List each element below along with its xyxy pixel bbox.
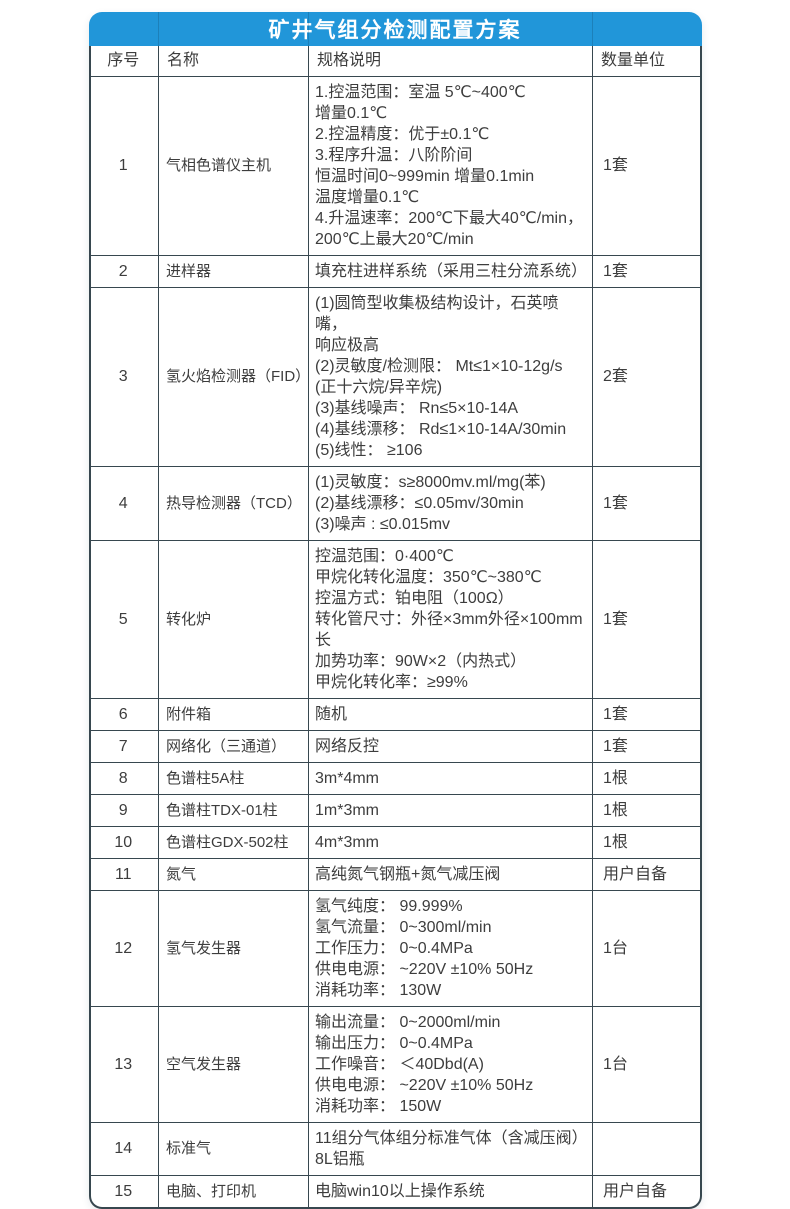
table-row: 4 热导检测器（TCD） (1)灵敏度：s≥8000mv.ml/mg(苯) (2)基… xyxy=(90,465,700,541)
cell-no: 1 xyxy=(90,75,159,256)
column-header-name: 名称 xyxy=(158,46,309,77)
cell-qty: 1台 xyxy=(592,889,700,1007)
cell-qty: 1根 xyxy=(592,761,700,795)
cell-spec: 随机 xyxy=(308,697,593,731)
cell-spec: 4m*3mm xyxy=(308,825,593,859)
header-divider xyxy=(591,12,593,46)
cell-name: 色谱柱5A柱 xyxy=(158,761,309,795)
cell-spec: 1.控温范围：室温 5℃~400℃ 增量0.1℃ 2.控温精度：优于±0.1℃ … xyxy=(308,75,593,256)
header-divider xyxy=(157,12,159,46)
cell-qty: 2套 xyxy=(592,286,700,467)
cell-no: 8 xyxy=(90,761,159,795)
table-head: 序号 名称 规格说明 数量单位 xyxy=(90,46,700,77)
cell-no: 3 xyxy=(90,286,159,467)
cell-name: 热导检测器（TCD） xyxy=(158,465,309,541)
cell-no: 11 xyxy=(90,857,159,891)
cell-no: 14 xyxy=(90,1121,159,1176)
cell-name: 氢火焰检测器（FID） xyxy=(158,286,310,467)
cell-spec: 11组分气体组分标准气体（含减压阀） 8L铝瓶 xyxy=(308,1121,593,1176)
cell-name: 进样器 xyxy=(158,254,309,288)
cell-no: 5 xyxy=(90,539,159,699)
cell-no: 12 xyxy=(90,889,159,1007)
table-row: 9 色谱柱TDX-01柱 1m*3mm 1根 xyxy=(90,793,700,827)
table-wrap: 序号 名称 规格说明 数量单位 1 气相色谱仪主机 1.控温范围：室温 5℃~400… xyxy=(88,46,702,1209)
cell-no: 4 xyxy=(90,465,159,541)
column-header-no: 序号 xyxy=(90,46,159,77)
cell-qty: 1套 xyxy=(592,465,700,541)
table-row: 13 空气发生器 输出流量： 0~2000ml/min 输出压力： 0~0.4MPa… xyxy=(90,1005,700,1123)
table-row: 14 标准气 11组分气体组分标准气体（含减压阀） 8L铝瓶 xyxy=(90,1121,700,1176)
cell-spec: 3m*4mm xyxy=(308,761,593,795)
spec-table: 序号 名称 规格说明 数量单位 1 气相色谱仪主机 1.控温范围：室温 5℃~400… xyxy=(90,46,700,1207)
table-row: 15 电脑、打印机 电脑win10以上操作系统 用户自备 xyxy=(90,1174,700,1207)
cell-no: 7 xyxy=(90,729,159,763)
cell-name: 色谱柱TDX-01柱 xyxy=(158,793,309,827)
cell-spec: 输出流量： 0~2000ml/min 输出压力： 0~0.4MPa 工作噪音： … xyxy=(308,1005,593,1123)
cell-name: 空气发生器 xyxy=(158,1005,309,1123)
cell-spec: 1m*3mm xyxy=(308,793,593,827)
cell-no: 15 xyxy=(90,1174,159,1207)
cell-name: 附件箱 xyxy=(158,697,309,731)
header-row: 序号 名称 规格说明 数量单位 xyxy=(90,46,700,77)
cell-qty: 1根 xyxy=(592,825,700,859)
cell-name: 气相色谱仪主机 xyxy=(158,75,309,256)
table-row: 8 色谱柱5A柱 3m*4mm 1根 xyxy=(90,761,700,795)
cell-qty: 1根 xyxy=(592,793,700,827)
table-row: 6 附件箱 随机 1套 xyxy=(90,697,700,731)
cell-spec: (1)灵敏度：s≥8000mv.ml/mg(苯) (2)基线漂移：≤0.05mv… xyxy=(308,465,593,541)
cell-spec: 控温范围：0·400℃ 甲烷化转化温度：350℃~380℃ 控温方式：铂电阻（1… xyxy=(308,539,593,699)
page-title: 矿井气组分检测配置方案 xyxy=(268,19,522,42)
cell-qty: 1台 xyxy=(592,1005,700,1123)
cell-no: 13 xyxy=(90,1005,159,1123)
cell-qty: 1套 xyxy=(592,254,700,288)
cell-qty: 1套 xyxy=(592,697,700,731)
column-header-qty: 数量单位 xyxy=(592,46,700,77)
cell-spec: 电脑win10以上操作系统 xyxy=(308,1174,593,1207)
table-row: 7 网络化（三通道） 网络反控 1套 xyxy=(90,729,700,763)
table-row: 1 气相色谱仪主机 1.控温范围：室温 5℃~400℃ 增量0.1℃ 2.控温精度：… xyxy=(90,75,700,256)
cell-qty: 用户自备 xyxy=(592,1174,700,1207)
cell-spec: (1)圆筒型收集极结构设计，石英喷嘴， 响应极高 (2)灵敏度/检测限： Mt≤… xyxy=(308,286,593,467)
cell-qty: 1套 xyxy=(592,75,700,256)
cell-spec: 网络反控 xyxy=(308,729,593,763)
cell-qty xyxy=(592,1121,700,1176)
cell-qty: 用户自备 xyxy=(592,857,700,891)
cell-no: 9 xyxy=(90,793,159,827)
cell-name: 氮气 xyxy=(158,857,309,891)
cell-name: 转化炉 xyxy=(158,539,309,699)
cell-spec: 填充柱进样系统（采用三柱分流系统） xyxy=(308,254,593,288)
table-row: 2 进样器 填充柱进样系统（采用三柱分流系统） 1套 xyxy=(90,254,700,288)
cell-no: 2 xyxy=(90,254,159,288)
table-body: 1 气相色谱仪主机 1.控温范围：室温 5℃~400℃ 增量0.1℃ 2.控温精度：… xyxy=(90,75,700,1207)
table-row: 10 色谱柱GDX-502柱 4m*3mm 1根 xyxy=(90,825,700,859)
header-divider xyxy=(307,12,309,46)
table-row: 5 转化炉 控温范围：0·400℃ 甲烷化转化温度：350℃~380℃ 控温方式：铂… xyxy=(90,539,700,699)
table-title: 矿井气组分检测配置方案 xyxy=(88,12,702,46)
column-header-spec: 规格说明 xyxy=(308,46,593,77)
cell-name: 电脑、打印机 xyxy=(158,1174,309,1207)
cell-name: 标准气 xyxy=(158,1121,309,1176)
cell-no: 6 xyxy=(90,697,159,731)
cell-name: 色谱柱GDX-502柱 xyxy=(158,825,309,859)
table-row: 12 氢气发生器 氢气纯度： 99.999% 氢气流量： 0~300ml/min 工… xyxy=(90,889,700,1007)
cell-qty: 1套 xyxy=(592,539,700,699)
cell-qty: 1套 xyxy=(592,729,700,763)
cell-spec: 氢气纯度： 99.999% 氢气流量： 0~300ml/min 工作压力： 0~… xyxy=(308,889,593,1007)
cell-name: 氢气发生器 xyxy=(158,889,309,1007)
cell-no: 10 xyxy=(90,825,159,859)
table-row: 3 氢火焰检测器（FID） (1)圆筒型收集极结构设计，石英喷嘴， 响应极高 (2)… xyxy=(90,286,700,467)
spec-table-card: 矿井气组分检测配置方案 序号 名称 规格说明 数量单位 1 气相色谱仪主机 1.控温… xyxy=(88,12,702,1209)
cell-spec: 高纯氮气钢瓶+氮气减压阀 xyxy=(308,857,593,891)
cell-name: 网络化（三通道） xyxy=(158,729,309,763)
table-row: 11 氮气 高纯氮气钢瓶+氮气减压阀 用户自备 xyxy=(90,857,700,891)
